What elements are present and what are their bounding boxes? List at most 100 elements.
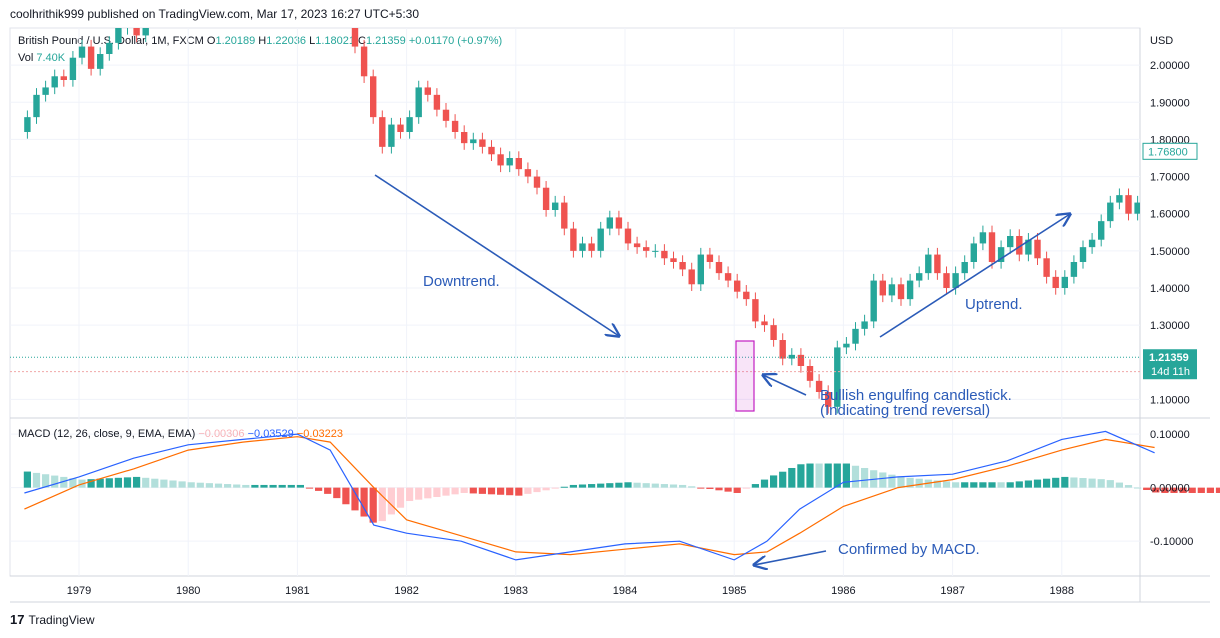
macd-histogram-bar <box>724 487 732 492</box>
candle-body <box>124 21 130 28</box>
macd-histogram-bar <box>187 482 195 488</box>
macd-confirm-arrow <box>754 550 827 565</box>
candle-body <box>1125 195 1132 214</box>
candle-body <box>615 217 623 229</box>
candle-body <box>706 254 714 262</box>
tradingview-logo-icon: 17 <box>10 612 25 627</box>
macd-histogram-bar <box>1143 487 1151 491</box>
macd-histogram-bar <box>269 484 277 488</box>
macd-histogram-bar <box>169 480 177 488</box>
macd-histogram-bar <box>51 475 59 488</box>
macd-histogram-bar <box>524 487 532 494</box>
macd-histogram-bar <box>105 478 113 488</box>
candle-body <box>825 392 832 407</box>
macd-histogram-bar <box>69 478 77 488</box>
macd-histogram-bar <box>469 487 477 494</box>
candle-body <box>752 299 759 322</box>
macd-histogram-bar <box>788 467 796 488</box>
macd-histogram-bar <box>415 487 423 500</box>
macd-histogram-bar <box>706 487 714 489</box>
macd-histogram-bar <box>478 487 486 494</box>
candle-body <box>424 87 431 95</box>
low-label: L <box>309 35 316 47</box>
macd-histogram-bar <box>178 481 186 488</box>
candle-body <box>133 28 140 36</box>
candles <box>10 21 1140 414</box>
macd-histogram-bar <box>1179 487 1187 493</box>
candle-body <box>24 117 31 132</box>
candle-body <box>597 228 604 251</box>
candle-body <box>570 228 577 251</box>
candle-body <box>433 94 441 110</box>
candle-body <box>379 117 386 147</box>
downtrend-label: Downtrend. <box>423 273 500 290</box>
candle-body <box>579 243 586 251</box>
macd-histogram-bar <box>1006 482 1014 488</box>
symbol-legend: British Pound / U.S. Dollar, 1M, FXCM O1… <box>18 35 502 47</box>
candle-body <box>1025 239 1032 255</box>
candle-body <box>542 187 550 210</box>
volume-legend[interactable]: Vol 7.40K <box>18 52 65 64</box>
macd-histogram-bar <box>1097 479 1105 488</box>
macd-histogram-bar <box>23 471 31 488</box>
macd-histogram-bar <box>305 487 314 489</box>
candle-body <box>397 124 404 132</box>
candle-body <box>415 87 422 118</box>
candle-body <box>633 243 641 248</box>
time-tick-label: 1986 <box>831 585 855 597</box>
macd-histogram-bar <box>770 475 778 488</box>
candle-body <box>652 250 659 252</box>
price-tick-label: 1.10000 <box>1150 394 1190 406</box>
macd-histogram-bar <box>669 484 678 488</box>
time-tick-label: 1982 <box>394 585 418 597</box>
candle-body <box>1034 239 1041 259</box>
macd-legend[interactable]: MACD (12, 26, close, 9, EMA, EMA) −0.003… <box>18 428 343 440</box>
macd-histogram-bar <box>433 487 441 497</box>
currency-label: USD <box>1150 35 1173 47</box>
candle-body <box>906 280 914 300</box>
macd-histogram-bar <box>679 484 687 488</box>
price-tick-label: 1.60000 <box>1150 209 1190 221</box>
candle-body <box>797 354 805 366</box>
macd-histogram-bar <box>861 467 869 488</box>
macd-histogram-bar <box>151 478 159 488</box>
countdown-text: 14d 11h <box>1151 366 1190 378</box>
candle-body <box>997 247 1005 262</box>
macd-histogram-bar <box>660 484 668 488</box>
macd-histogram-bar <box>797 464 805 488</box>
candle-body <box>624 228 632 244</box>
macd-histogram-bar <box>779 471 787 488</box>
candle-body <box>406 117 413 132</box>
macd-histogram-bar <box>1106 480 1114 488</box>
macd-histogram-bar <box>606 483 614 488</box>
macd-histogram-bar <box>697 487 705 489</box>
candle-body <box>533 176 541 188</box>
publish-header: coolhrithik999 published on TradingView.… <box>10 7 420 21</box>
last-price-marker-text: 1.21359 <box>1149 352 1189 364</box>
macd-histogram-bar <box>970 482 978 488</box>
macd-histogram-bar <box>497 487 505 495</box>
price-tick-label: 2.00000 <box>1150 60 1190 72</box>
macd-histogram-bar <box>942 481 951 488</box>
macd-histogram-bar <box>324 487 332 494</box>
candle-body <box>761 321 768 326</box>
macd-histogram-bar <box>569 484 577 488</box>
macd-histogram-bar <box>933 480 941 488</box>
footer-brand[interactable]: TradingView <box>28 612 95 627</box>
macd-histogram-bar <box>979 482 987 488</box>
candle-body <box>1043 258 1050 277</box>
candle-body <box>515 158 522 170</box>
time-tick-label: 1980 <box>176 585 200 597</box>
macd-histogram-bar <box>1079 478 1087 488</box>
macd-histogram-bar <box>42 474 50 488</box>
engulfing-arrow <box>763 375 807 396</box>
macd-histogram-bar <box>260 484 268 488</box>
candle-body <box>670 258 677 262</box>
candle-body <box>879 280 886 296</box>
macd-histogram-bar <box>624 482 632 488</box>
macd-histogram-bar <box>906 477 914 488</box>
symbol-name[interactable]: British Pound / U.S. Dollar, 1M, FXCM <box>18 35 204 47</box>
macd-histogram-bar <box>1088 478 1096 488</box>
candle-body <box>697 254 704 285</box>
